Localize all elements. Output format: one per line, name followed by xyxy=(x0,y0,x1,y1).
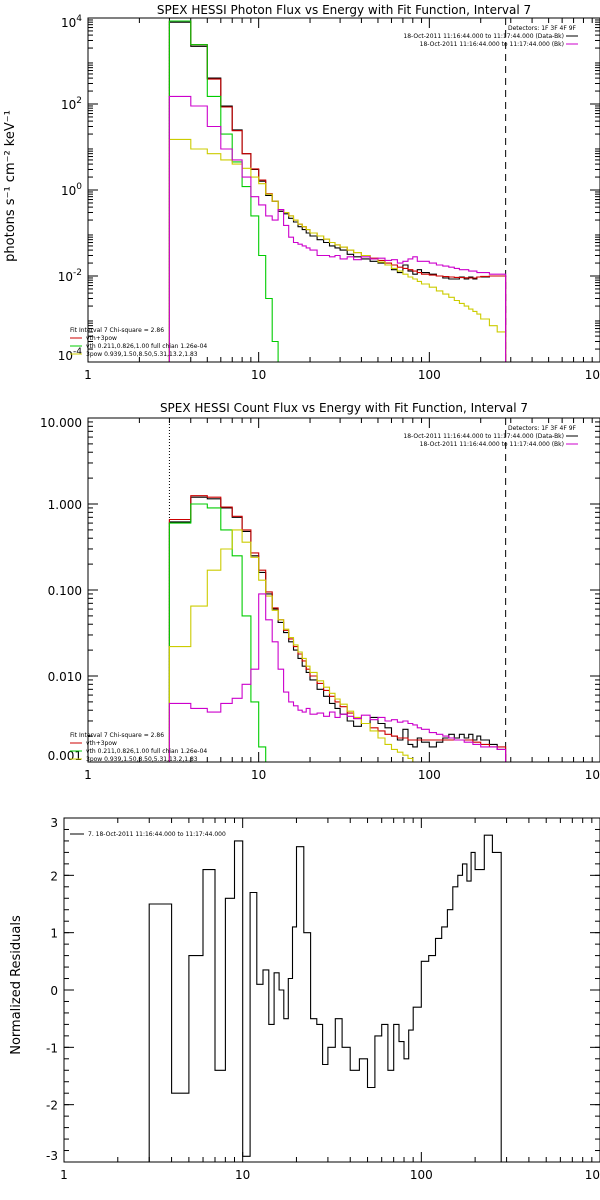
photon-legend-vth-label: vth 0.211,0.826,1.00 full chian 1.26e-04 xyxy=(86,343,207,350)
photon-x-tick-label: 1 xyxy=(84,368,92,382)
residuals-y-tick-label: 1 xyxy=(50,927,58,941)
count-legend-fit-label: vth+3pow xyxy=(86,740,117,747)
count-y-tick-label: 1.000 xyxy=(48,498,82,512)
count-series xyxy=(168,495,507,763)
residuals-y-tick-label: -2 xyxy=(46,1099,58,1113)
count-series-line-4 xyxy=(168,593,507,762)
residuals-x-tick-label: 10 xyxy=(235,1168,250,1182)
count-y-tick-label: 0.010 xyxy=(48,670,82,684)
photon-y-tick-label: 10-4 xyxy=(58,347,83,363)
residuals-plot-frame xyxy=(63,817,600,1163)
photon-y-tick-exponent: 0 xyxy=(76,182,82,192)
photon-legend-fit-label: vth+3pow xyxy=(86,335,117,342)
photon-series xyxy=(168,20,507,363)
count-series-line-0 xyxy=(168,496,507,762)
count-plot-frame xyxy=(87,417,600,763)
count-series-line-1 xyxy=(168,495,507,762)
photon-y-axis-label: photons s⁻¹ cm⁻² keV⁻¹ xyxy=(3,110,18,262)
count-x-tick-label: 1000 xyxy=(585,768,600,782)
count-series-line-3 xyxy=(168,529,506,763)
residuals-y-axis-label: Normalized Residuals xyxy=(9,915,24,1055)
count-legend-bottom: Fit Interval 7 Chi-square = 2.86 vth+3po… xyxy=(70,732,207,763)
photon-y-tick-base: 10 xyxy=(61,98,76,112)
photon-fit-header: Fit Interval 7 Chi-square = 2.86 xyxy=(70,327,164,334)
count-x-tick-label: 1 xyxy=(84,768,92,782)
residuals-legend-label: 7. 18-Oct-2011 11:16:44.000 to 11:17:44.… xyxy=(88,831,226,838)
photon-y-tick-label: 10-2 xyxy=(58,268,82,284)
photon-x-tick-label: 100 xyxy=(418,368,441,382)
residuals-tick-marks xyxy=(63,817,600,1163)
count-y-tick-label: 10.000 xyxy=(40,416,82,430)
photon-reference-lines xyxy=(168,18,507,362)
count-fit-header: Fit Interval 7 Chi-square = 2.86 xyxy=(70,732,164,739)
photon-y-tick-base: 10 xyxy=(61,184,76,198)
residuals-y-tick-label: -3 xyxy=(46,1149,58,1163)
count-tick-marks xyxy=(87,417,600,763)
count-y-tick-label: 0.100 xyxy=(48,584,82,598)
photon-legend-bk-label: 18-Oct-2011 11:16:44.000 to 11:17:44.000… xyxy=(420,41,564,48)
photon-flux-panel: SPEX HESSI Photon Flux vs Energy with Fi… xyxy=(3,3,600,382)
residuals-panel: Normalized Residuals 1 10 100 1000 -3 -2 -1 0 1 2… xyxy=(9,816,600,1182)
residuals-y-tick-label: -1 xyxy=(46,1041,58,1055)
count-detectors-label: Detectors: 1F 3F 4F 9F xyxy=(508,425,577,432)
photon-series-line-0 xyxy=(168,21,507,362)
photon-plot-frame xyxy=(87,17,600,363)
residuals-series-line-0 xyxy=(148,834,502,1162)
residuals-series xyxy=(148,834,502,1162)
count-legend-vth-label: vth 0.211,0.826,1.00 full chian 1.26e-04 xyxy=(86,748,207,755)
photon-legend-bottom: Fit Interval 7 Chi-square = 2.86 vth+3po… xyxy=(70,327,207,358)
count-chart-title: SPEX HESSI Count Flux vs Energy with Fit… xyxy=(160,401,528,415)
photon-y-tick-label: 100 xyxy=(61,182,82,198)
photon-legend-top: Detectors: 1F 3F 4F 9F 18-Oct-2011 11:16… xyxy=(403,25,578,48)
photon-legend-data-label: 18-Oct-2011 11:16:44.000 to 11:17:44.000… xyxy=(403,33,564,40)
photon-y-tick-exponent: 4 xyxy=(76,14,82,24)
residuals-axis-ticks: 1 10 100 1000 -3 -2 -1 0 1 2 3 xyxy=(46,816,600,1182)
residuals-y-tick-label: 3 xyxy=(50,816,58,830)
residuals-x-tick-label: 1 xyxy=(60,1168,68,1182)
photon-x-tick-label: 10 xyxy=(251,368,266,382)
count-reference-lines xyxy=(168,418,507,762)
count-legend-pow-label: 3pow 0.939,1.50,8.50,5.31,13.2,1.83 xyxy=(86,756,198,763)
photon-detectors-label: Detectors: 1F 3F 4F 9F xyxy=(508,25,577,32)
photon-y-tick-label: 104 xyxy=(61,14,82,30)
photon-y-tick-exponent: -2 xyxy=(73,268,82,278)
residuals-x-tick-label: 100 xyxy=(410,1168,433,1182)
photon-legend-pow-label: 3pow 0.939,1.50,8.50,5.31,13.2,1.83 xyxy=(86,351,198,358)
photon-series-line-4 xyxy=(168,95,507,362)
residuals-y-tick-label: 0 xyxy=(50,984,58,998)
photon-y-tick-base: 10 xyxy=(58,270,73,284)
count-legend-top: Detectors: 1F 3F 4F 9F 18-Oct-2011 11:16… xyxy=(403,425,578,448)
photon-series-line-3 xyxy=(168,138,507,362)
photon-x-tick-label: 1000 xyxy=(585,368,600,382)
residuals-y-tick-label: 2 xyxy=(50,869,58,883)
count-legend-bk-label: 18-Oct-2011 11:16:44.000 to 11:17:44.000… xyxy=(420,441,564,448)
photon-tick-marks xyxy=(87,17,600,363)
photon-series-line-2 xyxy=(168,20,506,363)
photon-y-tick-exponent: -4 xyxy=(73,347,82,357)
photon-y-tick-base: 10 xyxy=(61,16,76,30)
photon-chart-title: SPEX HESSI Photon Flux vs Energy with Fi… xyxy=(157,3,531,17)
count-flux-panel: SPEX HESSI Count Flux vs Energy with Fit… xyxy=(40,401,600,782)
photon-series-line-1 xyxy=(168,20,507,362)
photon-y-tick-label: 102 xyxy=(61,96,82,112)
count-x-tick-label: 10 xyxy=(251,768,266,782)
photon-y-tick-exponent: 2 xyxy=(76,96,82,106)
count-legend-data-label: 18-Oct-2011 11:16:44.000 to 11:17:44.000… xyxy=(403,433,564,440)
residuals-legend: 7. 18-Oct-2011 11:16:44.000 to 11:17:44.… xyxy=(70,831,226,838)
residuals-x-tick-label: 1000 xyxy=(585,1168,600,1182)
count-series-line-2 xyxy=(168,503,506,763)
count-x-tick-label: 100 xyxy=(418,768,441,782)
photon-y-tick-base: 10 xyxy=(58,349,73,363)
